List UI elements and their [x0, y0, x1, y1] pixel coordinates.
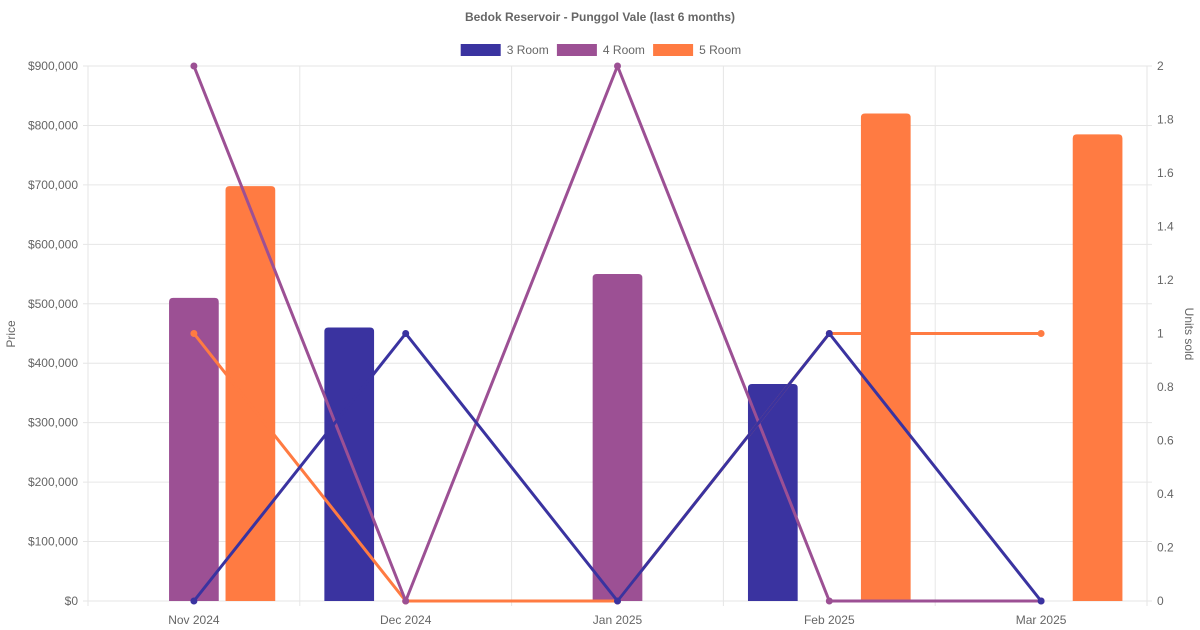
point-4-room	[825, 597, 833, 605]
y-left-tick-label: $900,000	[28, 59, 78, 73]
y-right-tick-label: 0.4	[1157, 487, 1174, 501]
point-5-room	[1037, 330, 1045, 337]
point-3-room	[825, 330, 833, 337]
y-axis-left-title: Price	[4, 320, 18, 348]
bar-5-room	[1072, 134, 1123, 601]
chart-title: Bedok Reservoir - Punggol Vale (last 6 m…	[465, 10, 735, 24]
bars	[169, 113, 1123, 602]
point-4-room	[402, 597, 410, 605]
legend-swatch	[653, 44, 694, 56]
bar-5-room	[860, 113, 911, 602]
x-tick-label: Dec 2024	[380, 613, 432, 627]
y-left-tick-label: $500,000	[28, 297, 78, 311]
bar-3-room	[747, 384, 798, 601]
point-3-room	[614, 597, 621, 605]
y-left-tick-label: $800,000	[28, 118, 78, 132]
y-right-tick-label: 2	[1157, 59, 1164, 73]
y-right-tick-label: 0.8	[1157, 380, 1174, 394]
legend-label: 4 Room	[603, 43, 645, 57]
bar-3-room	[324, 327, 375, 601]
y-left-tick-label: $100,000	[28, 535, 78, 549]
lines	[190, 62, 1045, 605]
point-4-room	[614, 62, 621, 70]
y-left-tick-label: $200,000	[28, 475, 78, 489]
y-left-tick-label: $700,000	[28, 178, 78, 192]
point-3-room	[1037, 597, 1045, 605]
y-right-tick-label: 1.2	[1157, 273, 1174, 287]
legend-label: 5 Room	[699, 43, 741, 57]
x-tick-label: Mar 2025	[1016, 613, 1067, 627]
y-right-tick-label: 1.8	[1157, 113, 1174, 127]
point-3-room	[402, 330, 410, 337]
y-axis-right-title: Units sold	[1182, 308, 1196, 361]
bar-4-room	[592, 274, 643, 601]
point-5-room	[190, 330, 198, 337]
point-4-room	[190, 62, 198, 70]
y-right-tick-label: 1.6	[1157, 166, 1174, 180]
legend-swatch	[460, 44, 501, 56]
y-right-tick-label: 0	[1157, 594, 1164, 608]
y-right-tick-label: 0.2	[1157, 541, 1174, 555]
y-left-tick-label: $400,000	[28, 356, 78, 370]
legend: 3 Room 4 Room 5 Room	[460, 43, 741, 57]
y-left-tick-label: $300,000	[28, 416, 78, 430]
y-right-tick-label: 0.6	[1157, 434, 1174, 448]
x-axis: Nov 2024 Dec 2024 Jan 2025 Feb 2025 Mar 2025	[168, 613, 1067, 627]
x-tick-label: Jan 2025	[593, 613, 643, 627]
bar-5-room	[225, 186, 276, 602]
y-axis-left: $0 $100,000 $200,000 $300,000 $400,000 $500,0…	[28, 59, 78, 608]
y-right-tick-label: 1	[1157, 327, 1164, 341]
x-tick-label: Nov 2024	[168, 613, 220, 627]
point-3-room	[190, 597, 198, 605]
x-tick-label: Feb 2025	[804, 613, 855, 627]
bar-4-room	[169, 297, 219, 601]
y-left-tick-label: $600,000	[28, 237, 78, 251]
legend-swatch	[556, 44, 597, 56]
y-right-tick-label: 1.4	[1157, 220, 1174, 234]
y-axis-right: 0 0.2 0.4 0.6 0.8 1 1.2 1.4 1.6 1.8 2	[1157, 59, 1174, 608]
y-left-tick-label: $0	[65, 594, 79, 608]
legend-label: 3 Room	[507, 43, 549, 57]
